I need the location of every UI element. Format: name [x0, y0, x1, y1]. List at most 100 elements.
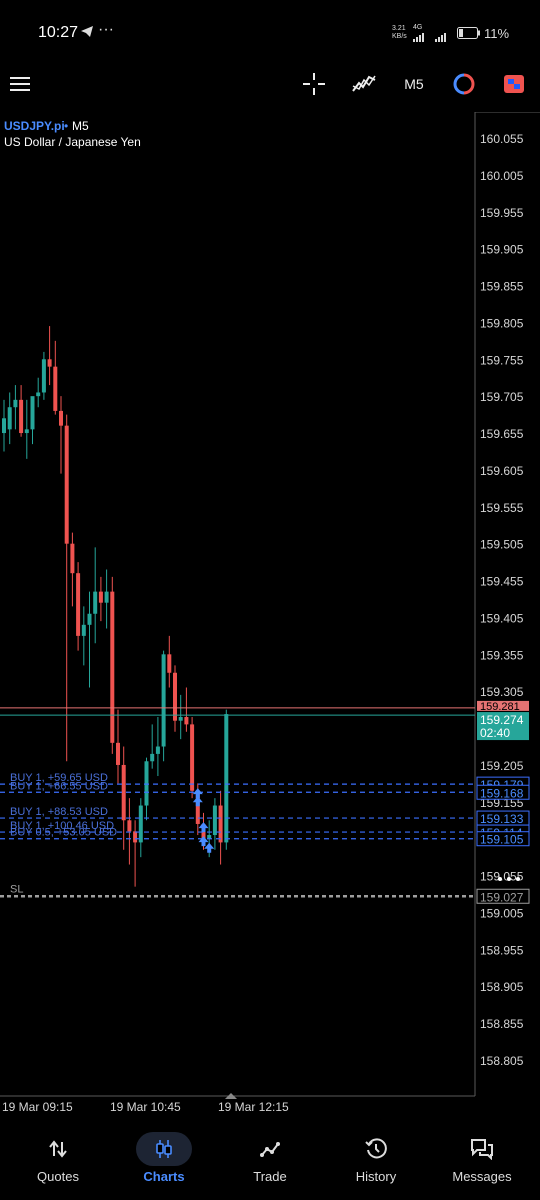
candle-body: [190, 724, 195, 791]
ask-price-badge: [477, 712, 529, 741]
price-tick-label: 159.955: [480, 206, 524, 220]
status-bar: 10:27 ··· 3.21 KB/s 4G 11%: [0, 0, 540, 64]
candle: [190, 717, 195, 799]
nav-charts[interactable]: Charts: [110, 1124, 218, 1200]
bid-price-label: 159.281: [480, 701, 520, 713]
candle-body: [116, 742, 120, 765]
price-tick-label: 160.005: [480, 169, 524, 183]
position-price-badge: [476, 831, 530, 847]
position-label: BUY 1, +66.55 USD: [10, 780, 108, 792]
candle: [13, 385, 18, 430]
symbol-dot: •: [64, 119, 68, 133]
price-axis: 160.055 160.005 159.955 159.905 159.855 159.8…: [480, 132, 524, 1068]
candle-body: [150, 753, 155, 762]
buy-arrow-icon: [198, 836, 209, 847]
price-tick-label: 159.005: [480, 906, 524, 920]
candle: [93, 547, 98, 644]
candle-body: [178, 717, 183, 721]
candle: [30, 396, 35, 445]
candle-body: [173, 672, 177, 721]
candle-body: [30, 396, 35, 430]
scroll-marker[interactable]: [225, 1093, 237, 1099]
buy-arrow-icon: [192, 788, 203, 799]
time-axis: 19 Mar 09:15 19 Mar 10:45 19 Mar 12:15: [2, 1100, 289, 1114]
nav-quotes[interactable]: Quotes: [4, 1124, 112, 1200]
chart-description: US Dollar / Japanese Yen: [4, 135, 141, 149]
price-tick-label: 159.455: [480, 575, 524, 589]
more-notifications-icon: ···: [98, 21, 114, 38]
candle: [19, 385, 24, 437]
candle: [218, 790, 223, 865]
buy-arrow-icon: [204, 842, 215, 853]
candle-body: [104, 591, 109, 603]
hamburger-icon: [10, 77, 30, 91]
time-tick-label: 19 Mar 12:15: [218, 1100, 289, 1114]
candle-body: [41, 359, 46, 393]
position-price-label: 159.168: [480, 786, 524, 800]
candle-body: [2, 418, 6, 434]
candle: [178, 694, 183, 740]
price-tick-label: 158.955: [480, 943, 524, 957]
candle-body: [64, 425, 69, 544]
candle: [2, 399, 6, 452]
buy-arrow-icon: [198, 822, 209, 833]
candle: [167, 635, 172, 688]
trade-signals-button[interactable]: [446, 66, 482, 102]
candle-body: [133, 831, 138, 843]
nav-trade[interactable]: Trade: [216, 1124, 324, 1200]
price-tick-label: 158.805: [480, 1054, 524, 1068]
candle-body: [7, 407, 12, 430]
dot-3: [516, 877, 520, 881]
candle-body: [76, 573, 81, 636]
candle-body: [224, 714, 229, 843]
candle-body: [53, 366, 58, 411]
candle: [47, 326, 52, 386]
time-tick-label: 19 Mar 09:15: [2, 1100, 73, 1114]
candle-body: [121, 764, 126, 821]
price-tick-label: 158.905: [480, 980, 524, 994]
candle-body: [138, 805, 143, 843]
candle-body: [81, 624, 86, 636]
candles-group: [2, 326, 229, 887]
stop-loss-label: SL: [10, 883, 23, 895]
nav-messages[interactable]: Messages: [428, 1124, 536, 1200]
indicators-icon: [352, 75, 376, 92]
candle: [87, 591, 92, 688]
candle-body: [19, 399, 24, 434]
chart-more-button[interactable]: [498, 877, 520, 881]
nav-quotes-label: Quotes: [37, 1169, 79, 1184]
candles-icon: [110, 1136, 218, 1162]
position-price-badge: [476, 784, 530, 800]
crosshair-icon: [303, 73, 325, 95]
price-chart[interactable]: 160.055 160.005 159.955 159.905 159.855 159.8…: [0, 111, 540, 1120]
position-label: BUY 1, +59.65 USD: [10, 772, 108, 784]
chart-canvas[interactable]: 160.055 160.005 159.955 159.905 159.855 159.8…: [0, 111, 540, 1120]
price-tick-label: 159.805: [480, 316, 524, 330]
signal-icon: [413, 30, 453, 45]
position-price-label: 159.105: [480, 833, 524, 847]
candle-body: [59, 410, 63, 426]
candle: [24, 399, 29, 459]
candle: [121, 746, 126, 850]
candle: [138, 798, 143, 858]
nav-history[interactable]: History: [322, 1124, 430, 1200]
price-tick-label: 159.305: [480, 685, 524, 699]
new-order-button[interactable]: [496, 66, 532, 102]
bid-price-badge: [477, 700, 529, 711]
menu-button[interactable]: [2, 66, 38, 102]
candle: [81, 606, 86, 666]
candle-body: [24, 429, 29, 434]
chart-timeframe: M5: [72, 119, 89, 133]
order-icon: [504, 75, 524, 93]
indicators-button[interactable]: [346, 66, 382, 102]
candle-body: [195, 790, 200, 824]
position-label: BUY 0.5, +53.05 USD: [10, 827, 117, 839]
timeframe-button[interactable]: M5: [404, 76, 424, 92]
price-tick-label: 159.705: [480, 390, 524, 404]
candle-body: [155, 746, 160, 754]
crosshair-button[interactable]: [296, 66, 332, 102]
speed-value: 3.21: [392, 25, 406, 32]
candle: [36, 377, 41, 408]
position-label: BUY 1, +100.46 USD: [10, 820, 114, 832]
